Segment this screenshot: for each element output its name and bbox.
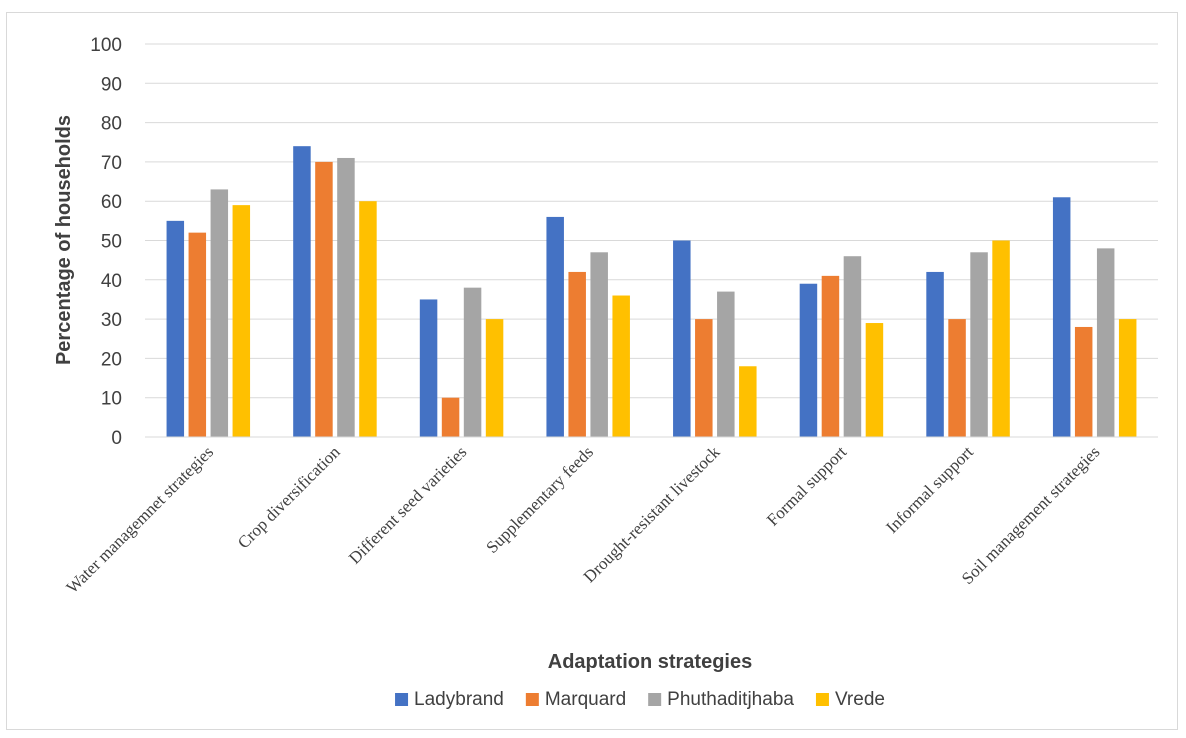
y-tick-label: 40 — [101, 271, 122, 292]
legend-item: Ladybrand — [395, 689, 504, 710]
y-tick-label: 30 — [101, 310, 122, 331]
bar — [926, 271, 944, 437]
y-axis-title: Percentage of households — [53, 115, 75, 365]
bar — [315, 161, 333, 437]
bar — [359, 201, 377, 437]
bar — [337, 157, 355, 437]
x-axis-category-labels: Water managemnet strategies Crop diversif… — [62, 442, 1103, 597]
legend-item: Marquard — [525, 689, 626, 710]
bar — [799, 283, 818, 437]
legend: Ladybrand Marquard Phuthaditjhaba Vrede — [395, 689, 885, 710]
bar — [441, 397, 460, 437]
x-tick-label: Supplementary feeds — [482, 442, 597, 557]
legend-swatch — [395, 693, 409, 706]
bar — [293, 146, 311, 437]
bar — [1074, 326, 1093, 437]
y-tick-label: 60 — [101, 192, 122, 213]
x-tick-label: Soil management strategies — [958, 442, 1104, 588]
y-tick-label: 90 — [101, 74, 122, 95]
bar — [717, 291, 735, 437]
bar — [970, 252, 988, 437]
bar — [821, 275, 840, 437]
bar — [188, 232, 207, 437]
x-tick-label: Crop diversification — [234, 442, 344, 552]
y-tick-label: 100 — [90, 35, 122, 56]
bar — [232, 205, 251, 437]
y-axis-ticks: 0 10 20 30 40 50 60 70 80 90 100 — [90, 35, 122, 449]
bar — [1096, 248, 1115, 437]
bar — [948, 319, 966, 437]
bar — [419, 299, 438, 437]
legend-label: Vrede — [835, 689, 885, 710]
y-tick-label: 10 — [101, 389, 122, 410]
bar — [568, 271, 586, 437]
gridlines — [145, 43, 1158, 399]
legend-item: Phuthaditjhaba — [648, 689, 794, 710]
x-tick-label: Informal support — [882, 442, 977, 537]
legend-label: Phuthaditjhaba — [667, 689, 794, 710]
y-tick-label: 0 — [111, 428, 122, 449]
legend-label: Marquard — [545, 689, 626, 710]
bar — [992, 240, 1010, 437]
bars — [166, 146, 1137, 437]
legend-swatch — [815, 693, 829, 706]
bar — [210, 189, 229, 437]
bar — [612, 295, 630, 437]
bar — [843, 256, 862, 437]
legend-swatch — [648, 693, 662, 706]
bar — [1052, 197, 1071, 437]
y-tick-label: 20 — [101, 349, 122, 370]
x-tick-label: Different seed varieties — [345, 442, 470, 567]
legend-swatch — [525, 693, 539, 706]
legend-item: Vrede — [815, 689, 885, 710]
bar — [865, 323, 884, 437]
bar — [673, 240, 691, 437]
y-tick-label: 80 — [101, 114, 122, 135]
x-tick-label: Drought-resistant livestock — [580, 442, 724, 586]
bar — [739, 366, 757, 437]
bar — [485, 319, 504, 437]
bar — [695, 319, 713, 437]
bar — [1118, 319, 1137, 437]
legend-label: Ladybrand — [414, 689, 504, 710]
x-tick-label: Formal support — [763, 442, 850, 529]
bar — [166, 220, 185, 437]
bar — [590, 252, 608, 437]
bar — [546, 216, 564, 437]
y-tick-label: 50 — [101, 232, 122, 253]
x-tick-label: Water managemnet strategies — [62, 442, 217, 597]
x-axis-title: Adaptation strategies — [548, 651, 752, 673]
bar — [463, 287, 482, 437]
y-tick-label: 70 — [101, 153, 122, 174]
